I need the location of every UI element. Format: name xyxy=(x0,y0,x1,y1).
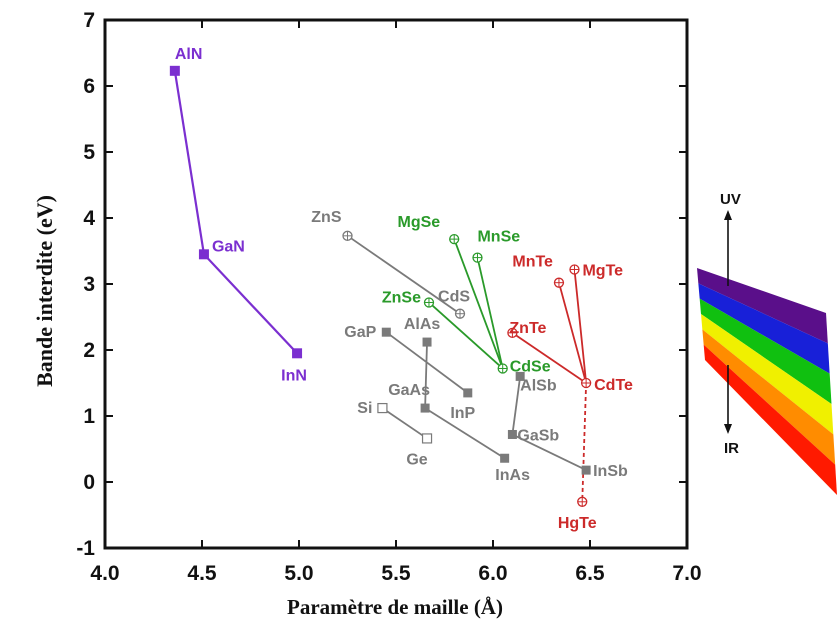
spectrum-band xyxy=(698,283,830,374)
tie-line xyxy=(476,257,504,369)
y-tick-label: 2 xyxy=(83,339,95,362)
point-label: InAs xyxy=(495,467,530,484)
point-label: AlAs xyxy=(404,316,441,333)
data-point xyxy=(423,297,435,308)
point-label: GaSb xyxy=(517,427,559,444)
tie-line xyxy=(424,407,506,460)
y-tick-label: 5 xyxy=(83,141,95,164)
spectrum-band xyxy=(702,329,836,465)
ir-label: IR xyxy=(724,440,739,457)
x-tick-label: 5.0 xyxy=(284,562,313,585)
point-label: InP xyxy=(450,405,475,422)
x-tick-label: 4.5 xyxy=(187,562,217,585)
point-label: ZnS xyxy=(311,209,342,226)
spectrum-band xyxy=(699,298,832,404)
point-labels: AlN GaN InN ZnS CdS GaP AlAs InP GaAs Si Ge AlSb GaS… xyxy=(175,46,633,532)
spectrum-band xyxy=(697,268,828,344)
data-point xyxy=(507,429,517,439)
point-label: MgTe xyxy=(582,262,623,279)
data-point xyxy=(377,402,388,414)
data-point xyxy=(577,496,588,507)
data-point xyxy=(581,465,591,475)
point-label: AlSb xyxy=(520,377,557,394)
y-tick-label: -1 xyxy=(76,537,95,560)
data-point xyxy=(198,249,209,260)
y-tick-label: 7 xyxy=(83,9,95,32)
tie-line xyxy=(558,282,587,384)
point-label: MnSe xyxy=(477,229,520,246)
tie-line xyxy=(511,376,522,435)
spectrum-panel: UV IR xyxy=(697,191,837,495)
point-label: HgTe xyxy=(558,515,597,532)
tie-line xyxy=(453,238,504,369)
data-point xyxy=(580,377,592,389)
data-point xyxy=(292,348,303,359)
data-points xyxy=(169,65,592,507)
point-label: GaAs xyxy=(388,382,430,399)
data-point xyxy=(553,277,565,288)
data-point xyxy=(381,327,391,337)
point-label: GaP xyxy=(344,324,376,341)
point-label: InSb xyxy=(593,463,628,480)
data-point xyxy=(472,252,483,263)
tie-line xyxy=(581,382,588,502)
data-point xyxy=(507,327,518,338)
x-tick-label: 6.5 xyxy=(575,562,605,585)
data-point xyxy=(342,230,353,241)
x-tick-label: 6.0 xyxy=(478,562,507,585)
point-label: CdTe xyxy=(594,377,633,394)
point-label: Ge xyxy=(406,451,427,468)
tie-lines xyxy=(173,70,588,502)
point-label: CdS xyxy=(438,289,470,306)
tie-line xyxy=(511,332,587,384)
y-tick-label: 1 xyxy=(83,405,95,428)
data-point xyxy=(500,453,510,463)
tie-line xyxy=(573,269,588,384)
data-point xyxy=(515,371,525,381)
point-label: ZnSe xyxy=(382,289,421,306)
point-label: Si xyxy=(357,400,372,417)
spectrum-band xyxy=(703,344,837,495)
data-point xyxy=(421,433,433,444)
data-point xyxy=(420,403,430,413)
x-tick-label: 4.0 xyxy=(90,562,119,585)
data-point xyxy=(449,233,460,245)
point-label: GaN xyxy=(212,238,245,255)
x-axis-label: Paramètre de maille (Å) xyxy=(287,595,503,619)
tie-line xyxy=(424,342,428,409)
y-tick-label: 3 xyxy=(83,273,95,296)
point-label: CdSe xyxy=(510,358,551,375)
point-label: ZnTe xyxy=(509,320,546,337)
tie-line xyxy=(512,433,587,471)
data-point xyxy=(422,337,432,347)
tie-line xyxy=(346,235,461,315)
tie-line xyxy=(203,253,298,355)
data-point xyxy=(497,363,508,374)
uv-label: UV xyxy=(720,191,741,208)
point-label: MnTe xyxy=(512,254,553,271)
point-label: MgSe xyxy=(398,214,441,231)
data-point xyxy=(454,308,466,319)
point-label: InN xyxy=(281,367,307,384)
spectrum-band xyxy=(701,314,834,435)
y-tick-label: 6 xyxy=(83,75,95,98)
data-point xyxy=(569,264,580,275)
y-tick-label: 4 xyxy=(83,207,95,230)
data-point xyxy=(463,388,473,398)
tie-line xyxy=(381,407,428,440)
point-label: AlN xyxy=(175,46,203,63)
y-axis-label: Bande interdite (eV) xyxy=(32,195,57,387)
axis-ticks: 4.0 4.5 5.0 5.5 6.0 6.5 7.0 -1 0 1 2 3 4 5 6 7 xyxy=(76,9,701,585)
tie-line xyxy=(173,70,206,255)
x-tick-label: 5.5 xyxy=(381,562,411,585)
ir-arrowhead xyxy=(724,424,732,434)
x-tick-label: 7.0 xyxy=(672,562,701,585)
tie-line xyxy=(428,301,504,370)
uv-arrowhead xyxy=(724,210,732,220)
y-tick-label: 0 xyxy=(83,471,95,494)
data-point xyxy=(169,65,180,76)
